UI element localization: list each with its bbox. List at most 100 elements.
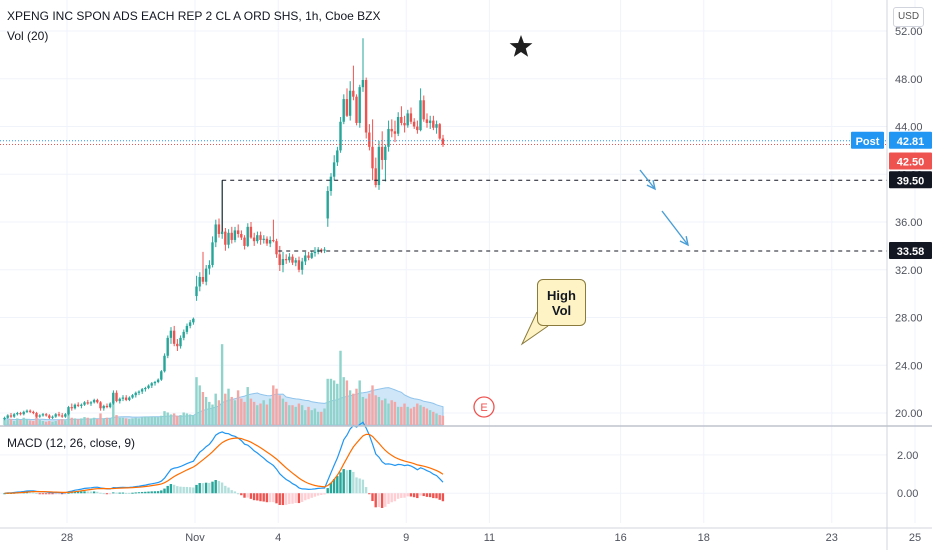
candle-body — [278, 254, 281, 266]
candle-body — [9, 415, 13, 417]
volume-indicator-label[interactable]: Vol (20) — [7, 29, 49, 43]
macd-histogram-bar — [76, 491, 80, 494]
volume-bar — [80, 418, 83, 425]
candle-body — [124, 397, 128, 400]
volume-bar — [99, 413, 102, 425]
candle-body — [192, 318, 195, 323]
candle-body — [102, 405, 105, 409]
volume-bar — [160, 415, 163, 425]
macd-histogram-bar — [406, 493, 409, 497]
candle-body — [220, 231, 224, 234]
earnings-marker-text: E — [480, 402, 487, 414]
candle-body — [92, 399, 96, 403]
volume-bar — [412, 406, 416, 425]
candle-body — [19, 413, 22, 415]
candle-body — [89, 402, 93, 404]
volume-bar — [67, 410, 70, 425]
macd-histogram-bar — [64, 493, 67, 495]
volume-bar — [204, 396, 208, 425]
volume-bar — [12, 421, 16, 425]
macd-histogram-bar — [326, 488, 329, 494]
candle-body — [41, 414, 45, 416]
volume-bar — [416, 403, 419, 425]
volume-bar — [368, 393, 371, 425]
candle-body — [147, 385, 150, 388]
price-tick-label: 20.00 — [895, 408, 923, 420]
volume-bar — [310, 410, 313, 425]
volume-bar — [192, 415, 195, 425]
volume-bar — [262, 400, 265, 425]
time-tick-label: 16 — [614, 532, 626, 544]
volume-bar — [112, 403, 115, 425]
volume-bar — [102, 418, 105, 425]
candle-body — [80, 404, 83, 406]
macd-histogram-bar — [99, 492, 102, 494]
candle-body — [265, 238, 269, 244]
macd-histogram-bar — [339, 472, 342, 494]
candle-body — [99, 402, 102, 409]
volume-bar — [393, 401, 397, 425]
volume-bar — [169, 414, 173, 425]
volume-bar — [176, 415, 179, 425]
candle-body — [310, 253, 313, 258]
volume-bar — [19, 420, 22, 425]
time-tick-label: 25 — [909, 532, 921, 544]
macd-histogram-bar — [329, 482, 333, 494]
candle-body — [105, 405, 109, 408]
volume-bar — [361, 396, 365, 425]
volume-bar — [304, 410, 307, 425]
macd-histogram-bar — [160, 490, 163, 494]
volume-bar — [201, 392, 205, 425]
volume-bar — [89, 418, 93, 425]
volume-bar — [220, 344, 224, 425]
macd-histogram-bar — [73, 491, 77, 494]
macd-histogram-bar — [96, 491, 99, 494]
volume-bar — [195, 377, 198, 425]
macd-histogram-bar — [134, 492, 137, 494]
macd-histogram-bar — [342, 469, 345, 494]
macd-histogram-bar — [377, 493, 381, 508]
level-2-tag: 33.58 — [897, 246, 925, 258]
price-tick-label: 28.00 — [895, 313, 923, 325]
volume-bar — [281, 398, 285, 425]
candle-body — [281, 259, 285, 266]
macd-histogram-bar — [118, 492, 121, 494]
volume-bar — [172, 413, 176, 425]
macd-histogram-bar — [163, 488, 166, 494]
price-tick-label: 44.00 — [895, 122, 923, 134]
volume-bar — [51, 421, 54, 425]
candle-body — [288, 256, 291, 261]
candle-body — [108, 403, 112, 408]
candle-body — [425, 119, 429, 123]
signal-line — [4, 433, 444, 494]
volume-bar — [156, 417, 160, 425]
candle-body — [272, 239, 275, 242]
macd-histogram-bar — [44, 493, 48, 495]
symbol-title: XPENG INC SPON ADS EACH REP 2 CL A ORD S… — [7, 9, 381, 23]
candle-body — [371, 146, 374, 169]
macd-histogram-bar — [233, 491, 237, 494]
macd-histogram-bar — [137, 492, 141, 494]
macd-histogram-bar — [201, 483, 205, 494]
candle-body — [275, 241, 278, 255]
candle-body — [300, 261, 304, 270]
candle-body — [342, 99, 345, 122]
macd-histogram-bar — [412, 493, 416, 498]
macd-histogram-bar — [364, 487, 368, 494]
macd-histogram-bar — [297, 493, 301, 504]
candle-body — [131, 395, 134, 398]
macd-indicator-label[interactable]: MACD (12, 26, close, 9) — [7, 436, 136, 450]
price-tick-label: 32.00 — [895, 265, 923, 277]
macd-histogram-bar — [438, 493, 441, 500]
volume-bar — [150, 416, 153, 425]
volume-bar — [54, 421, 57, 425]
macd-histogram-bar — [51, 493, 54, 495]
volume-bar — [214, 393, 217, 425]
candle-body — [195, 286, 198, 297]
currency-button[interactable]: USD — [893, 7, 924, 27]
candle-body — [70, 407, 73, 409]
candle-body — [76, 404, 80, 406]
macd-histogram-bar — [48, 493, 51, 495]
macd-histogram-bar — [384, 493, 387, 507]
